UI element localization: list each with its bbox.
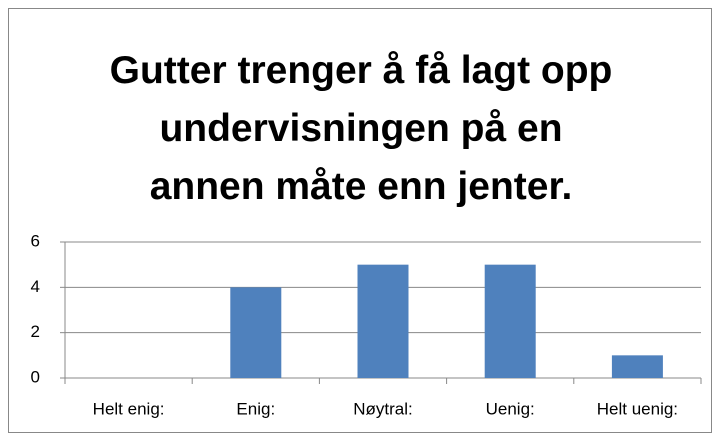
chart-frame — [8, 8, 712, 433]
bar — [357, 264, 409, 378]
x-tick-label: Helt uenig: — [597, 399, 678, 418]
y-tick-label: 0 — [31, 367, 40, 386]
y-tick-label: 4 — [31, 277, 40, 296]
bar — [230, 287, 282, 378]
bar — [611, 355, 663, 378]
y-tick-label: 6 — [31, 231, 40, 250]
bar — [484, 264, 536, 378]
x-tick-label: Uenig: — [486, 399, 535, 418]
y-tick-label: 2 — [31, 322, 40, 341]
chart-title: Gutter trenger å få lagt opp undervisnin… — [109, 49, 613, 208]
x-tick-label: Enig: — [236, 399, 275, 418]
x-tick-label: Helt enig: — [93, 399, 165, 418]
x-tick-label: Nøytral: — [353, 399, 413, 418]
